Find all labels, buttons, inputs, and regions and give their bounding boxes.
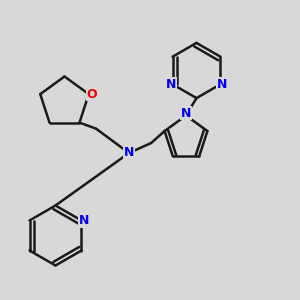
Text: O: O [86,88,97,100]
Text: N: N [124,146,134,160]
Text: N: N [217,78,227,91]
Text: N: N [181,106,191,120]
Text: N: N [79,214,89,227]
Text: N: N [166,78,176,91]
